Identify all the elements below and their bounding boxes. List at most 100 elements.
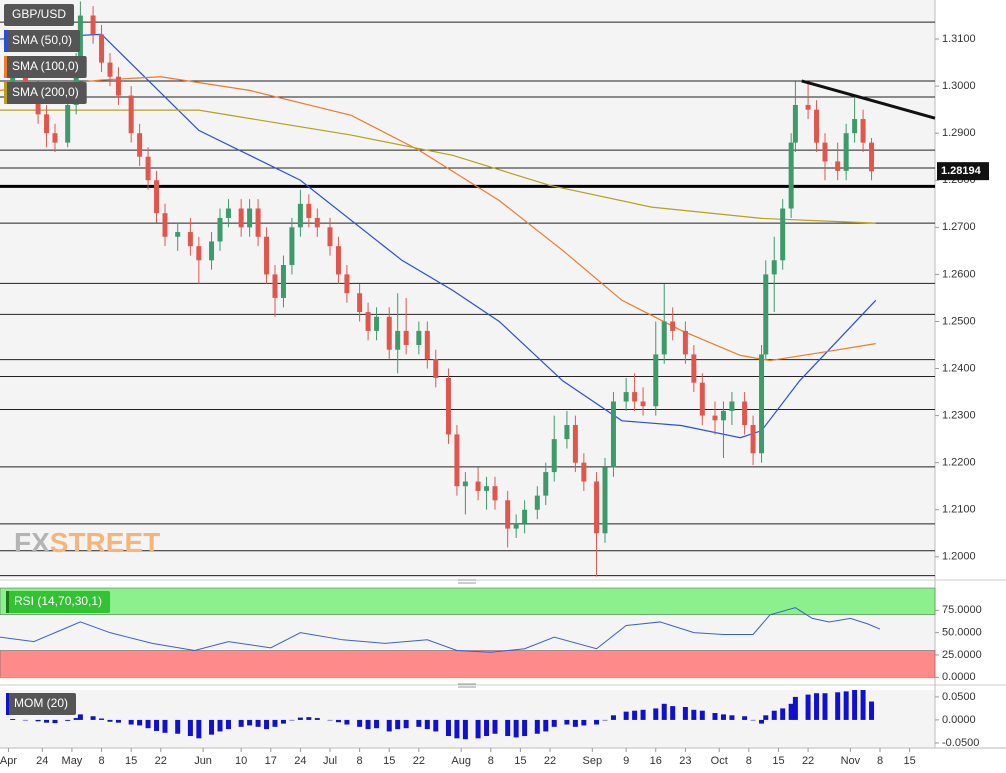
candle-body [564, 425, 570, 440]
mom-bar [594, 719, 600, 725]
mom-bar [814, 693, 820, 720]
x-tick-label: 16 [650, 755, 662, 767]
candle-body [543, 472, 549, 496]
price-panel [0, 0, 935, 578]
x-tick-label: 24 [36, 755, 48, 767]
mom-bar [522, 719, 528, 737]
mom-bar [763, 715, 769, 720]
candle-body [175, 232, 181, 237]
mom-bar [484, 719, 490, 737]
label-bg [4, 82, 87, 104]
candle-body [572, 425, 578, 463]
label-strip [4, 56, 7, 78]
label-text: GBP/USD [12, 7, 66, 21]
mom-bar [792, 696, 798, 720]
mom-bar [670, 706, 676, 720]
x-tick-label: 8 [98, 755, 104, 767]
mom-bar [564, 719, 570, 725]
mom-bar [602, 719, 608, 721]
mom-bar [505, 719, 511, 737]
mom-bar [73, 718, 79, 720]
candle-body [653, 354, 659, 407]
x-tick-label: 22 [544, 755, 556, 767]
candle-body [433, 359, 439, 378]
candle-body [742, 401, 748, 426]
y-tick-label: 1.2300 [942, 410, 976, 422]
mom-bar [771, 710, 777, 720]
candle-body [720, 410, 726, 421]
mom-bar [238, 719, 244, 727]
mom-bar [255, 719, 261, 727]
candle-body [386, 316, 392, 350]
mom-bar [454, 719, 460, 739]
label-bg [4, 30, 81, 52]
candle-body [454, 434, 460, 487]
candle-body [247, 208, 253, 228]
y-tick-label: 1.2900 [942, 127, 976, 139]
candle-body [581, 462, 587, 482]
candle-body [128, 95, 134, 134]
mom-bar [416, 719, 422, 727]
candle-body [534, 495, 540, 510]
candle-body [763, 274, 769, 355]
mom-bar [805, 694, 811, 720]
candle-body [196, 246, 202, 261]
label-text: RSI (14,70,30,1) [14, 594, 102, 608]
label-text: SMA (200,0) [12, 85, 79, 99]
candle-body [661, 321, 667, 355]
candle-body [90, 15, 96, 35]
candle-body [314, 217, 320, 228]
candle-body [357, 293, 363, 313]
x-tick-label: May [62, 755, 83, 767]
mom-bar [699, 710, 705, 720]
y-tick-label: 1.2500 [942, 315, 976, 327]
label-text: SMA (50,0) [12, 33, 72, 47]
mom-bar [610, 715, 616, 720]
mom-bar [869, 701, 875, 720]
label-box: SMA (200,0) [4, 82, 87, 104]
sma-line [0, 76, 876, 362]
sma-line [0, 33, 877, 439]
mom-bar [297, 717, 303, 720]
x-tick-label: Oct [711, 755, 728, 767]
mom-bar [424, 719, 430, 730]
candle-body [306, 203, 312, 218]
candle-body [670, 321, 676, 331]
candle-body [860, 119, 866, 143]
x-tick-label: 10 [235, 755, 247, 767]
y-tick-label: 0.0500 [942, 691, 976, 703]
candle-body [255, 208, 261, 237]
mom-bar [742, 716, 748, 720]
candle-body [788, 142, 794, 209]
candle-body [154, 180, 160, 214]
mom-bar [128, 719, 134, 725]
candle-body [280, 264, 286, 298]
mom-bar [860, 690, 866, 720]
mom-bar [365, 719, 371, 730]
y-tick-label: 1.2200 [942, 457, 976, 469]
mom-bar [280, 719, 286, 724]
trendline [801, 79, 936, 120]
candle-body [822, 142, 828, 162]
candle-body [107, 62, 113, 77]
candle-body [691, 354, 697, 383]
x-tick-label: 15 [772, 755, 784, 767]
resize-handle[interactable] [458, 579, 476, 688]
mom-bar [682, 707, 688, 720]
mom-bar [513, 719, 519, 738]
x-tick-label: 15 [383, 755, 395, 767]
mom-bar [852, 690, 858, 720]
x-tick-label: 8 [877, 755, 883, 767]
x-tick-label: 22 [155, 755, 167, 767]
candle-body [65, 104, 71, 143]
candle-body [225, 208, 231, 218]
candle-body [792, 104, 798, 143]
mom-bar [720, 714, 726, 720]
mom-bar [99, 718, 105, 720]
mom-bar [640, 709, 646, 720]
candle-body [264, 236, 270, 275]
y-tick-label: 1.3100 [942, 33, 976, 45]
mom-bar [395, 719, 401, 730]
x-tick-label: 9 [623, 755, 629, 767]
